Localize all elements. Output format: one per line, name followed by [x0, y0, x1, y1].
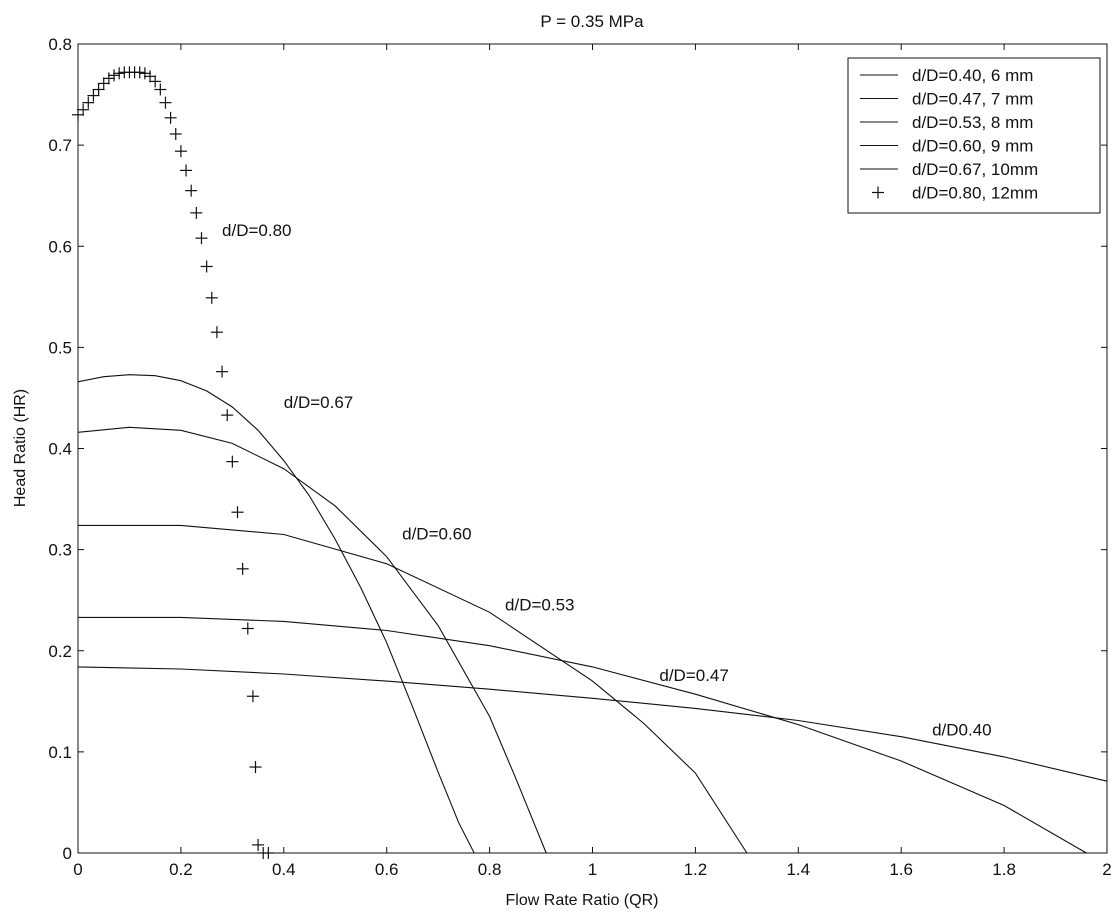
data-point [113, 67, 126, 80]
x-tick-label: 1.8 [992, 860, 1016, 879]
series-line [77, 426, 547, 854]
y-tick-label: 0.1 [48, 743, 72, 762]
legend-label: d/D=0.80, 12mm [912, 184, 1038, 203]
legend-entry: d/D=0.67, 10mm [860, 160, 1038, 179]
series-3 [78, 524, 748, 854]
y-tick-label: 0.2 [48, 642, 72, 661]
data-point [77, 103, 90, 116]
data-point [92, 83, 105, 96]
y-tick-label: 0.6 [48, 237, 72, 256]
series-5 [77, 374, 475, 854]
x-tick-label: 1.6 [889, 860, 913, 879]
y-tick-label: 0.3 [48, 541, 72, 560]
series-6 [72, 66, 275, 859]
data-point [149, 75, 162, 88]
data-point [231, 506, 244, 519]
x-axis-label: Flow Rate Ratio (QR) [506, 892, 659, 909]
data-point [185, 184, 198, 197]
data-point [97, 77, 110, 90]
legend: d/D=0.40, 6 mm d/D=0.47, 7 mm d/D=0.53, 8 … [847, 57, 1101, 214]
data-point [180, 164, 193, 177]
series-1 [77, 666, 1108, 782]
curve-annotation: d/D=0.80 [222, 221, 291, 240]
data-point [133, 66, 146, 79]
x-tick-label: 0.8 [478, 860, 502, 879]
data-point [200, 260, 213, 273]
data-point [102, 72, 115, 85]
curve-annotation: d/D=0.67 [284, 393, 353, 412]
x-tick-label: 2 [1102, 860, 1111, 879]
data-point [159, 96, 172, 109]
legend-entry: d/D=0.53, 8 mm [860, 113, 1033, 132]
series-layer [72, 66, 1108, 859]
annotations-layer: d/D=0.80 d/D=0.67 d/D=0.60 d/D=0.53 d/D=0.47… [222, 221, 992, 740]
data-point [221, 409, 234, 422]
series-4 [77, 426, 547, 854]
data-point [144, 70, 157, 83]
data-point [108, 69, 121, 82]
x-tick-label: 1.4 [786, 860, 810, 879]
curve-annotation: d/D=0.47 [659, 666, 728, 685]
y-tick-label: 0.4 [48, 440, 72, 459]
series-line [77, 666, 1108, 782]
legend-label: d/D=0.53, 8 mm [912, 113, 1033, 132]
x-axis-ticks: 0 0.2 0.4 0.6 0.8 1 1.2 1.4 1.6 1.8 2 [73, 44, 1112, 879]
legend-label: d/D=0.67, 10mm [912, 160, 1038, 179]
y-tick-label: 0.8 [48, 35, 72, 54]
legend-entry: d/D=0.60, 9 mm [860, 137, 1033, 156]
series-line [78, 524, 748, 854]
y-axis-label: Head Ratio (HR) [12, 389, 29, 507]
x-tick-label: 0 [73, 860, 82, 879]
y-tick-label: 0.5 [48, 338, 72, 357]
legend-entry: d/D=0.80, 12mm [872, 184, 1038, 203]
legend-box [847, 57, 1101, 214]
curve-annotation: d/D0.40 [932, 721, 992, 740]
data-point [138, 67, 151, 80]
data-point [195, 232, 208, 245]
x-tick-label: 0.4 [272, 860, 296, 879]
data-point [216, 365, 229, 378]
data-point [252, 838, 265, 851]
chart-title: P = 0.35 MPa [540, 12, 644, 31]
legend-entry: d/D=0.40, 6 mm [860, 66, 1033, 85]
data-point [154, 83, 167, 96]
data-point [164, 111, 177, 124]
data-point [249, 761, 262, 774]
series-line [77, 374, 475, 854]
data-point [241, 622, 254, 635]
data-point [82, 96, 95, 109]
y-tick-label: 0 [63, 844, 72, 863]
x-tick-label: 1 [588, 860, 597, 879]
x-tick-label: 0.2 [169, 860, 193, 879]
data-point [226, 455, 239, 468]
series-line [78, 616, 1087, 854]
y-axis-ticks: 0 0.1 0.2 0.3 0.4 0.5 0.6 0.7 0.8 [48, 35, 1107, 863]
x-tick-label: 0.6 [375, 860, 399, 879]
y-tick-label: 0.7 [48, 136, 72, 155]
data-point [72, 108, 84, 121]
legend-label: d/D=0.40, 6 mm [912, 66, 1033, 85]
x-tick-label: 1.2 [684, 860, 708, 879]
data-point [210, 326, 223, 339]
data-point [169, 128, 182, 141]
legend-label: d/D=0.60, 9 mm [912, 137, 1033, 156]
legend-entry: d/D=0.47, 7 mm [860, 90, 1033, 109]
data-point [236, 562, 249, 575]
data-point [205, 291, 218, 304]
curve-annotation: d/D=0.53 [505, 595, 574, 614]
data-point [87, 89, 100, 102]
data-point [262, 847, 275, 859]
data-point [174, 145, 187, 158]
legend-label: d/D=0.47, 7 mm [912, 90, 1033, 109]
data-point [190, 206, 203, 219]
series-2 [78, 616, 1087, 854]
data-point [246, 690, 259, 703]
curve-annotation: d/D=0.60 [402, 525, 471, 544]
